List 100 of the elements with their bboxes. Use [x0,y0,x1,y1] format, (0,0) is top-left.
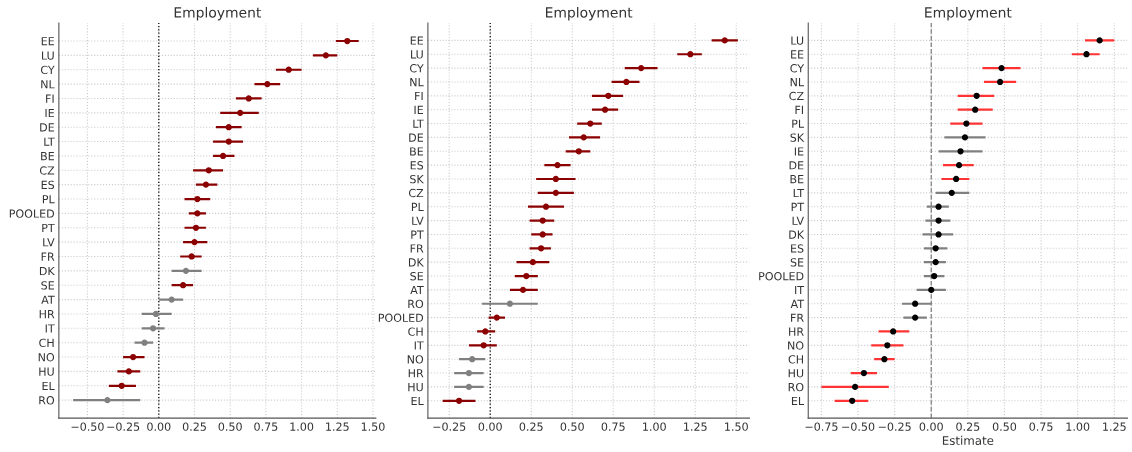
x-tick-label: 0.25 [956,422,980,431]
y-tick-label: IT [795,286,805,295]
y-tick-label: CY [40,65,55,75]
y-tick-label: ES [41,180,55,190]
y-tick-label: HR [39,310,55,319]
y-tick-label: PT [411,230,424,239]
y-tick-label: DE [409,133,424,142]
y-tick-label: NL [410,78,424,87]
point [973,92,980,99]
point [118,382,125,389]
y-tick-label: CZ [789,91,804,101]
y-tick-label: LT [44,137,55,146]
y-tick-label: IT [414,341,424,350]
point [104,397,111,404]
point [168,296,175,303]
y-tick-label: CY [410,64,424,73]
x-tick-label: 0.50 [218,422,242,431]
point [605,92,612,99]
point [455,397,463,404]
y-tick-label: NO [788,341,804,350]
y-tick-label: PT [791,202,805,211]
point [125,368,132,375]
y-tick-label: EE [41,37,54,46]
point [192,224,200,231]
point [884,342,891,349]
x-tick-label: 0.00 [478,422,502,431]
point [152,310,160,318]
y-tick-label: BE [41,152,54,161]
point [932,245,939,252]
point [935,217,942,224]
point [932,259,939,266]
point [860,369,868,377]
point [194,210,201,217]
point [506,300,514,307]
point [948,189,955,196]
x-tick-label: 1.50 [725,422,748,431]
x-tick-label: 0.50 [992,422,1017,431]
y-tick-label: SE [41,281,54,290]
x-tick-label: 0.25 [519,422,543,431]
y-tick-label: CH [788,355,803,364]
y-tick-label: AT [41,295,55,304]
y-tick-label: LU [791,36,804,45]
point [542,203,550,210]
y-tick-label: FI [46,94,54,103]
y-tick-label: HU [788,369,804,378]
y-tick-label: EL [42,381,55,390]
y-tick-label: HU [408,383,423,392]
point [935,203,942,210]
y-tick-label: AT [410,286,424,295]
y-tick-label: SK [790,133,805,142]
x-tick-label: 1.00 [1066,422,1090,431]
point [191,239,198,246]
x-tick-label: −0.25 [433,422,466,431]
x-axis-title: Estimate [942,435,994,445]
point [687,51,694,58]
point [961,134,969,141]
y-tick-label: NO [38,353,55,362]
point [539,231,546,238]
chart-title: Employment [925,6,1012,21]
y-tick-label: PT [42,223,55,232]
y-tick-label: FI [795,105,803,114]
y-tick-label: POOLED [9,209,55,218]
point [537,245,545,252]
y-tick-label: NL [790,78,805,87]
point [587,120,594,127]
point [849,397,856,404]
y-tick-label: IE [414,105,424,114]
point [552,175,559,183]
point [912,314,919,321]
point [1083,51,1090,58]
point [1096,37,1103,44]
point [972,106,979,113]
point [638,64,645,72]
x-tick-label: 0.75 [1029,422,1053,431]
x-tick-label: 0.00 [919,422,943,431]
x-tick-label: 1.50 [361,422,385,431]
y-tick-label: CZ [39,166,55,175]
y-tick-label: LT [413,119,424,128]
point [225,124,232,131]
y-tick-label: RO [788,382,804,392]
point [935,231,942,238]
point [480,342,487,349]
x-tick-label: 0.50 [560,422,584,431]
y-tick-label: BE [790,175,804,184]
y-tick-label: LV [792,216,804,225]
point [344,37,351,45]
point [539,217,546,224]
point [149,325,157,332]
y-tick-label: NO [407,355,424,364]
point [188,253,195,260]
x-tick-label: 1.00 [290,422,314,431]
y-tick-label: BE [410,147,424,156]
point [963,120,970,127]
y-tick-label: EL [411,396,424,405]
y-tick-label: CY [790,64,805,73]
y-tick-label: DE [40,123,54,132]
point [202,181,210,188]
x-tick-label: 1.25 [326,422,349,431]
point [225,138,232,145]
point [996,78,1004,86]
